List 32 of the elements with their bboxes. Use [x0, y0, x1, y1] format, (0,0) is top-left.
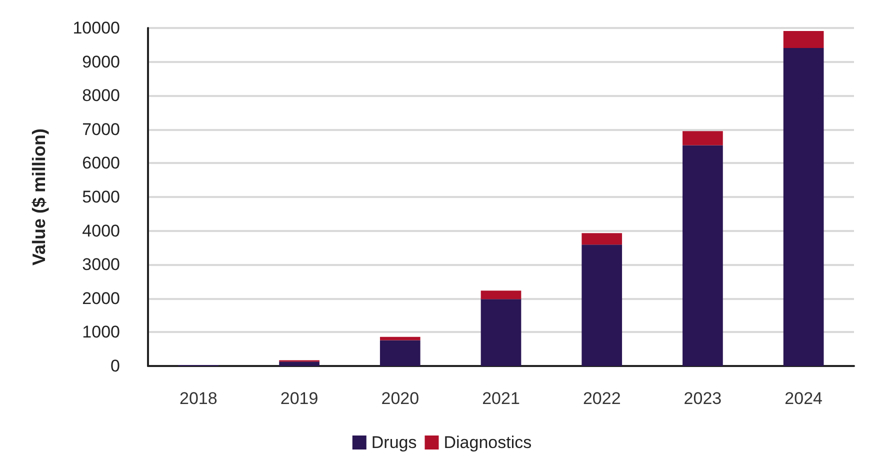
x-tick-label: 2019	[280, 389, 318, 408]
x-tick-label: 2022	[582, 389, 621, 408]
x-tick-label: 2021	[482, 389, 520, 408]
x-tick-label: 2023	[684, 389, 722, 408]
y-tick-label: 4000	[82, 221, 120, 240]
y-tick-label: 0	[110, 356, 120, 376]
bar	[480, 290, 522, 300]
bar	[783, 48, 824, 366]
x-tick-label: 2024	[784, 389, 822, 408]
bar	[582, 233, 622, 245]
legend-label: Diagnostics	[444, 433, 532, 452]
bar	[380, 336, 420, 340]
y-tick-label: 10000	[72, 18, 120, 38]
legend-label: Drugs	[371, 433, 417, 452]
y-tick-label: 1000	[82, 322, 120, 342]
bar	[582, 244, 622, 366]
y-tick-label: 3000	[82, 255, 120, 274]
y-tick-label: 9000	[82, 52, 120, 72]
bar	[279, 362, 320, 366]
y-tick-label: 7000	[82, 120, 120, 139]
y-tick-label: 5000	[82, 188, 120, 206]
bar	[682, 145, 723, 366]
x-tick-label: 2020	[381, 389, 420, 408]
bar	[783, 31, 824, 48]
bar	[480, 299, 522, 366]
y-tick-label: 8000	[82, 86, 120, 106]
y-tick-label: 2000	[82, 288, 120, 308]
bar	[380, 340, 420, 366]
bar	[682, 131, 723, 146]
x-tick-label: 2018	[180, 389, 218, 408]
y-tick-label: 6000	[82, 154, 120, 173]
y-axis-title: Value ($ million)	[29, 128, 49, 266]
